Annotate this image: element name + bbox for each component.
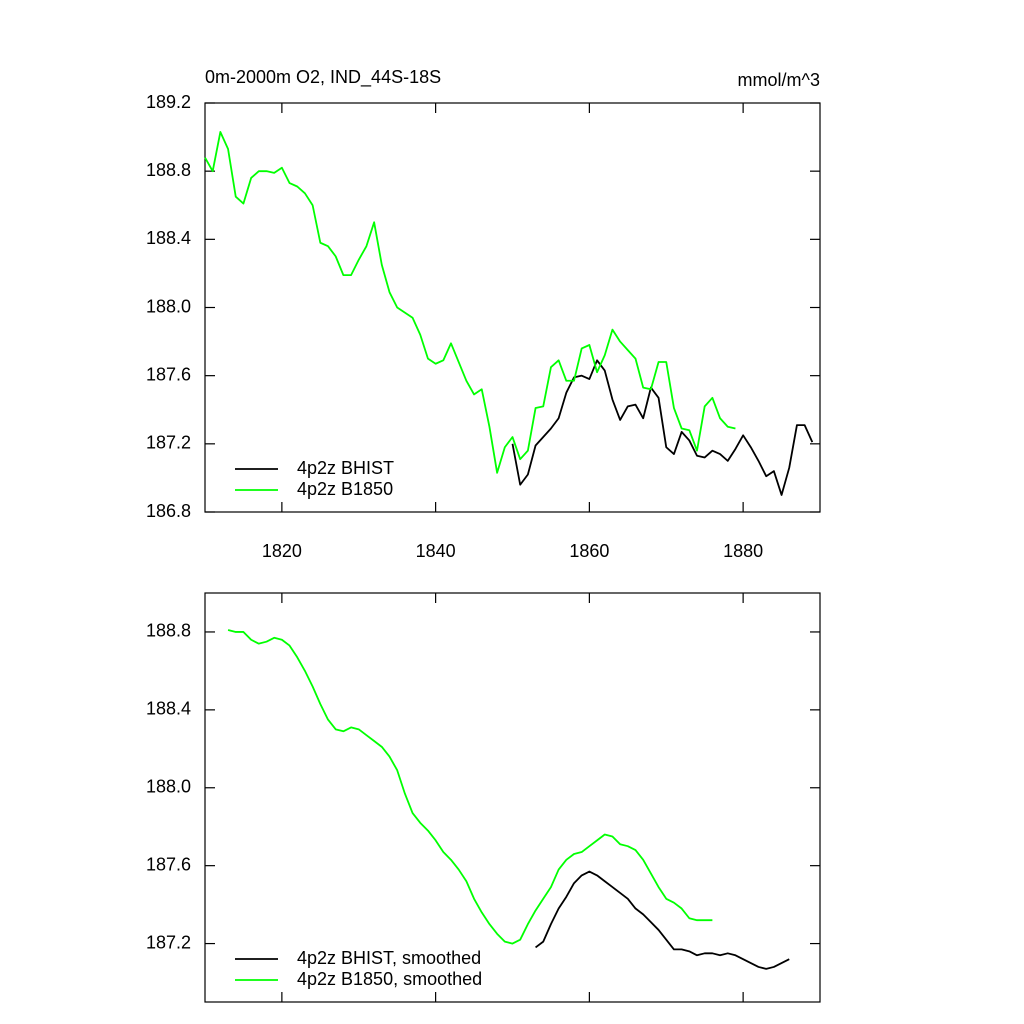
x-tick-label: 1840 [416, 541, 456, 561]
y-tick-label: 188.0 [146, 296, 191, 316]
data-line [511, 359, 814, 496]
x-tick-label: 1880 [723, 541, 763, 561]
y-tick-label: 187.6 [146, 364, 191, 384]
legend-label: 4p2z BHIST, smoothed [297, 948, 481, 968]
data-line [227, 629, 713, 945]
legend-label: 4p2z BHIST [297, 458, 394, 478]
y-tick-label: 188.8 [146, 621, 191, 641]
y-tick-label: 187.2 [146, 932, 191, 952]
legend-label: 4p2z B1850 [297, 479, 393, 499]
x-tick-label: 1860 [569, 541, 609, 561]
y-tick-label: 189.2 [146, 92, 191, 112]
y-tick-label: 186.8 [146, 501, 191, 521]
data-line [535, 870, 790, 970]
x-tick-label: 1820 [262, 541, 302, 561]
y-tick-label: 188.4 [146, 228, 191, 248]
y-tick-label: 187.2 [146, 433, 191, 453]
chart-title: 0m-2000m O2, IND_44S-18S [205, 67, 441, 88]
plot-frame [204, 592, 821, 1003]
data-line [204, 131, 736, 474]
y-tick-label: 187.6 [146, 854, 191, 874]
y-tick-label: 188.0 [146, 777, 191, 797]
legend-label: 4p2z B1850, smoothed [297, 969, 482, 989]
y-tick-label: 188.4 [146, 699, 191, 719]
y-tick-label: 188.8 [146, 160, 191, 180]
units-label: mmol/m^3 [738, 70, 820, 90]
plot-frame [204, 102, 821, 513]
